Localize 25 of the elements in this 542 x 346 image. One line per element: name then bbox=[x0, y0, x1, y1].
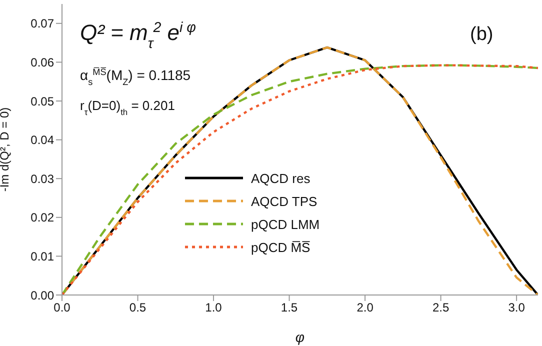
annotation: (b) bbox=[470, 24, 494, 45]
legend-label: AQCD res bbox=[251, 171, 311, 186]
y-tick-label: 0.01 bbox=[30, 249, 54, 264]
annotation: r$_{τ}$(D=0)$_{th}$ = 0.201 bbox=[80, 98, 175, 117]
y-tick-label: 0.07 bbox=[30, 16, 54, 31]
y-tick-label: 0.03 bbox=[30, 172, 54, 186]
x-tick-label: 1.0 bbox=[205, 300, 222, 315]
legend-label: AQCD TPS bbox=[251, 194, 318, 209]
y-tick-label: 0.05 bbox=[30, 94, 54, 108]
legend-label: pQCD LMM bbox=[251, 217, 320, 232]
x-tick-label: 0.0 bbox=[54, 300, 71, 315]
x-axis-title: φ bbox=[295, 329, 305, 345]
x-tick-label: 1.5 bbox=[280, 300, 298, 315]
annotation: α$_{s}$$^{M̅S̅}$(M$_{Z}$) = 0.1185 bbox=[80, 67, 191, 87]
annotation: Q² = m$_{τ}$$^{2}$ e$^{i φ}$ bbox=[80, 20, 196, 52]
x-tick-label: 2.0 bbox=[356, 300, 374, 315]
y-tick-label: 0.06 bbox=[30, 55, 54, 70]
x-tick-label: 0.5 bbox=[129, 300, 146, 315]
y-tick-label: 0.00 bbox=[30, 288, 54, 302]
y-axis-title: -Im d(Q², D = 0) bbox=[0, 107, 12, 192]
y-tick-label: 0.04 bbox=[30, 133, 54, 148]
legend-label: pQCD M̅S̅ bbox=[251, 240, 311, 255]
y-tick-label: 0.02 bbox=[30, 210, 54, 225]
x-tick-label: 3.0 bbox=[508, 300, 526, 315]
x-tick-label: 2.5 bbox=[432, 300, 450, 315]
